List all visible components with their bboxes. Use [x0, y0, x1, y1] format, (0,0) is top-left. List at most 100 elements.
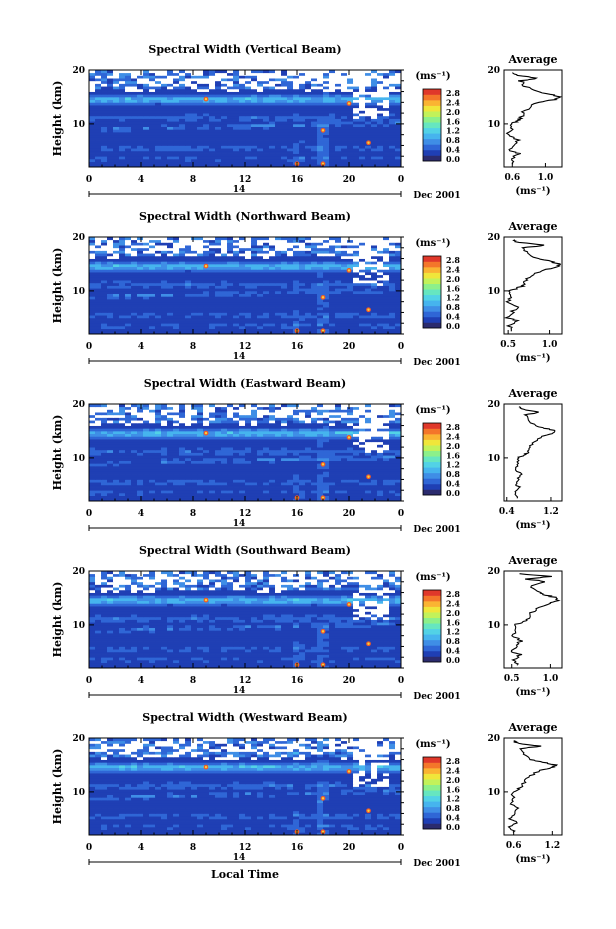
heatmap-cell [341, 468, 348, 472]
heatmap-cell [143, 263, 150, 268]
heatmap-cell [89, 455, 96, 459]
heatmap-cell [305, 78, 312, 82]
heatmap-cell [155, 239, 162, 243]
heatmap-cell [155, 118, 162, 122]
heatmap-cell [245, 482, 252, 486]
heatmap-cell [293, 247, 300, 251]
heatmap-cell [311, 269, 318, 273]
hot-spot-core [347, 269, 351, 272]
heatmap-cell [317, 247, 324, 251]
heatmap-cell [275, 280, 282, 284]
heatmap-cell [359, 452, 366, 456]
heatmap-cell [377, 301, 384, 305]
heatmap-cell [329, 164, 336, 168]
heatmap-cell [221, 140, 228, 144]
heatmap-cell [383, 325, 390, 330]
heatmap-cell [185, 317, 192, 321]
heatmap-cell [113, 107, 120, 111]
heatmap-cell [293, 121, 300, 125]
heatmap-cell [215, 290, 222, 294]
heatmap-cell [215, 83, 222, 87]
heatmap-cell [137, 331, 144, 335]
heatmap-cell [131, 471, 138, 475]
heatmap-cell [131, 86, 138, 90]
heatmap-cell [341, 113, 348, 117]
heatmap-cell [131, 70, 138, 74]
heatmap-cell [311, 126, 318, 130]
heatmap-cell [161, 123, 168, 127]
heatmap-cell [233, 121, 240, 125]
heatmap-cell [179, 247, 186, 251]
heatmap-cell [371, 258, 378, 262]
heatmap-cell [287, 153, 294, 157]
heatmap-cell [245, 255, 252, 259]
heatmap-cell [299, 263, 306, 268]
heatmap-cell [149, 239, 156, 243]
heatmap-cell [257, 78, 264, 82]
heatmap-cell [311, 490, 318, 494]
heatmap-cell [137, 479, 144, 483]
y-tick-label: 10 [72, 120, 85, 130]
heatmap-cell [287, 315, 294, 319]
heatmap-cell [101, 307, 108, 311]
heatmap-cell [197, 315, 204, 319]
heatmap-cell [347, 250, 354, 254]
heatmap-cell [383, 121, 390, 125]
heatmap-cell [389, 242, 396, 246]
heatmap-cell [245, 280, 252, 284]
heatmap-cell [257, 449, 264, 453]
heatmap-cell [203, 258, 210, 262]
heatmap-cell [101, 452, 108, 456]
heatmap-cell [221, 320, 228, 324]
heatmap-cell [125, 304, 132, 308]
heatmap-cell [161, 474, 168, 478]
heatmap-cell [137, 126, 144, 130]
heatmap-cell [257, 239, 264, 243]
heatmap-cell [137, 88, 144, 92]
heatmap-cell [245, 490, 252, 494]
heatmap-cell [377, 137, 384, 141]
heatmap-cell [353, 290, 360, 294]
heatmap-cell [89, 484, 96, 488]
heatmap-cell [89, 247, 96, 251]
heatmap-cell [299, 309, 306, 313]
heatmap-cell [95, 452, 102, 456]
heatmap-cell [269, 237, 276, 241]
heatmap-cell [305, 282, 312, 286]
heatmap-cell [155, 121, 162, 125]
heatmap-cell [203, 137, 210, 141]
heatmap-cell [365, 86, 372, 90]
heatmap-cell [251, 463, 258, 467]
heatmap-cell [137, 455, 144, 459]
heatmap-cell [305, 70, 312, 74]
heatmap-cell [131, 325, 138, 330]
heatmap-cell [215, 274, 222, 278]
heatmap-cell [359, 323, 366, 327]
heatmap-cell [197, 137, 204, 141]
heatmap-cell [263, 115, 270, 119]
heatmap-cell [341, 482, 348, 486]
heatmap-cell [275, 290, 282, 294]
heatmap-cell [323, 277, 330, 281]
heatmap-cell [323, 498, 330, 502]
heatmap-cell [101, 487, 108, 491]
heatmap-cell [161, 317, 168, 321]
heatmap-cell [167, 145, 174, 149]
heatmap-cell [263, 96, 270, 101]
heatmap-cell [233, 255, 240, 259]
heatmap-cell [191, 123, 198, 127]
chart-panel: Spectral Width (Northward Beam)Height (k… [51, 210, 563, 368]
heatmap-cell [113, 474, 120, 478]
heatmap-cell [347, 452, 354, 456]
heatmap-cell [173, 296, 180, 300]
heatmap-cell [359, 301, 366, 305]
heatmap-cell [329, 455, 336, 459]
heatmap-cell [257, 245, 264, 249]
heatmap-cell [317, 102, 324, 106]
heatmap-cell [335, 72, 342, 76]
heatmap-cell [173, 140, 180, 144]
heatmap-cell [305, 239, 312, 243]
heatmap-cell [125, 80, 132, 84]
heatmap-cell [347, 285, 354, 289]
heatmap-cell [179, 142, 186, 146]
